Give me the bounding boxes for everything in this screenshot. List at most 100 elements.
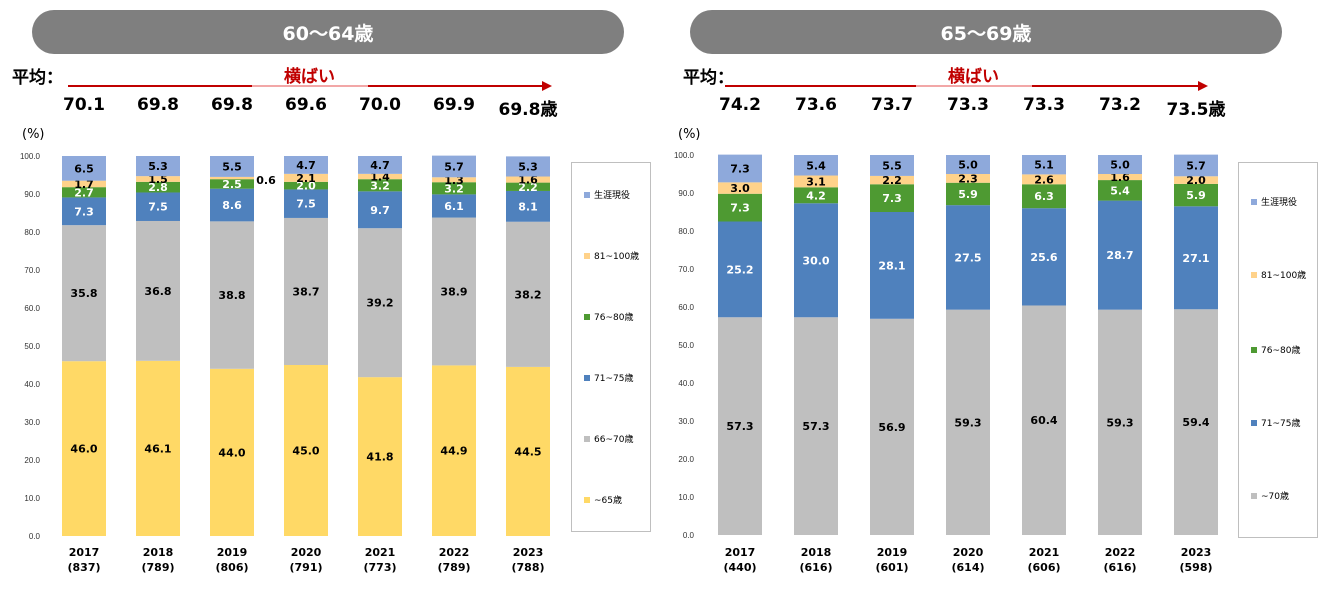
bar-segment [946, 205, 990, 310]
x-category-label: 2021 [365, 546, 396, 559]
bar-segment [136, 176, 180, 182]
data-label: 7.3 [730, 202, 750, 215]
x-category-label: 2020 [953, 546, 984, 559]
legend-item: ~65歳 [584, 493, 622, 506]
legend-label: 81~100歳 [594, 252, 640, 262]
legend-label: 71~75歳 [594, 374, 634, 384]
data-label: 38.9 [440, 285, 467, 298]
x-count-label: (791) [289, 561, 322, 574]
data-label: 60.4 [1030, 414, 1057, 427]
data-label: 3.2 [444, 182, 464, 195]
legend: 生涯現役 81~100歳 76~80歳 71~75歳 ~70歳 [1238, 162, 1318, 538]
data-label: 5.0 [958, 159, 978, 172]
average-value: 73.3 [1023, 95, 1065, 115]
data-label: 2.3 [958, 172, 978, 185]
left-panel: 60〜64歳 平均： 横ばい 70.1 69.8 69.8 69.6 70.0 … [0, 0, 660, 590]
data-label: 6.3 [1034, 190, 1054, 203]
average-value: 73.5歳 [1166, 100, 1226, 120]
bar-segment [1098, 200, 1142, 310]
bar-segment [358, 191, 402, 229]
legend-swatch [584, 313, 590, 320]
data-label: 35.8 [70, 287, 97, 300]
average-value: 73.3 [947, 95, 989, 115]
bar-segment [718, 182, 762, 194]
data-label: 5.1 [1034, 159, 1054, 172]
bar-segment [718, 193, 762, 222]
y-tick-label: 0.0 [29, 532, 41, 541]
data-label: 3.1 [806, 175, 826, 188]
stacked-bar-chart-65-69: 0.0 10.0 20.0 30.0 40.0 50.0 60.0 70.0 80.0 90.0 1… [674, 81, 1218, 574]
x-count-label: (440) [723, 561, 756, 574]
bar-segment [62, 361, 106, 536]
bar-segment [1022, 184, 1066, 209]
data-label: 5.9 [958, 188, 978, 201]
bar-segment [506, 156, 550, 177]
bar-segment [210, 188, 254, 222]
bar-segment [432, 194, 476, 218]
x-count-label: (837) [67, 561, 100, 574]
bar-segment [870, 175, 914, 185]
bar-segment [1098, 180, 1142, 201]
data-label: 59.3 [954, 416, 981, 429]
y-tick-label: 100.0 [20, 152, 41, 161]
data-label: 44.9 [440, 445, 467, 458]
average-value: 69.9 [433, 95, 475, 115]
bar-segment [870, 212, 914, 319]
bar-segment [432, 155, 476, 178]
bar-segment [432, 177, 476, 183]
data-label: 25.2 [726, 263, 753, 276]
legend-swatch [584, 496, 590, 503]
bar-segment [284, 189, 328, 218]
average-value: 70.0 [359, 95, 401, 115]
legend-label: 66~70歳 [594, 435, 634, 445]
legend-swatch [1251, 198, 1257, 205]
y-unit-label: (%) [22, 127, 45, 142]
x-count-label: (789) [141, 561, 174, 574]
bar-segment [870, 184, 914, 212]
legend-label: 76~80歳 [594, 313, 634, 323]
right-panel: 65〜69歳 平均： 横ばい 74.2 73.6 73.7 73.3 73.3 … [670, 0, 1330, 590]
data-label: 3.0 [730, 182, 750, 195]
bar-segment [432, 182, 476, 195]
data-label: 7.3 [74, 205, 94, 218]
data-label: 8.1 [518, 200, 538, 213]
legend-item: 76~80歳 [584, 310, 633, 323]
bar-segment [284, 217, 328, 365]
data-label: 44.5 [514, 445, 541, 458]
legend-item: 生涯現役 [1251, 195, 1297, 208]
bar-segment [718, 221, 762, 318]
x-category-label: 2023 [1181, 546, 1212, 559]
data-label: 46.1 [144, 442, 171, 455]
legend-item: 81~100歳 [584, 249, 639, 262]
bar-segment [358, 179, 402, 192]
y-tick-label: 70.0 [678, 265, 694, 274]
data-label: 5.7 [444, 160, 464, 173]
average-label: 平均： [12, 68, 63, 88]
bar-segment [718, 154, 762, 183]
bar-segment [62, 197, 106, 226]
legend-label: ~70歳 [1261, 492, 1289, 502]
bar-segment [506, 176, 550, 183]
bar-segment [136, 360, 180, 536]
bar-segment [718, 317, 762, 535]
x-count-label: (606) [1027, 561, 1060, 574]
y-tick-label: 30.0 [24, 418, 40, 427]
data-label: 59.4 [1182, 416, 1209, 429]
x-category-label: 2022 [1105, 546, 1136, 559]
y-tick-label: 80.0 [24, 228, 40, 237]
y-tick-label: 90.0 [678, 189, 694, 198]
data-label: 7.3 [882, 192, 902, 205]
data-label: 4.7 [370, 159, 390, 172]
x-count-label: (789) [437, 561, 470, 574]
data-label: 38.8 [218, 289, 245, 302]
data-label: 1.6 [1110, 171, 1130, 184]
bar-segment [62, 180, 106, 188]
bar-segment [1022, 305, 1066, 535]
data-label: 4.2 [806, 189, 826, 202]
y-tick-label: 100.0 [674, 151, 695, 160]
trend-arrow-head [542, 81, 552, 91]
legend-swatch [584, 252, 590, 259]
legend-item: 71~75歳 [1251, 416, 1300, 429]
legend-swatch [1251, 271, 1257, 278]
y-tick-label: 40.0 [678, 379, 694, 388]
